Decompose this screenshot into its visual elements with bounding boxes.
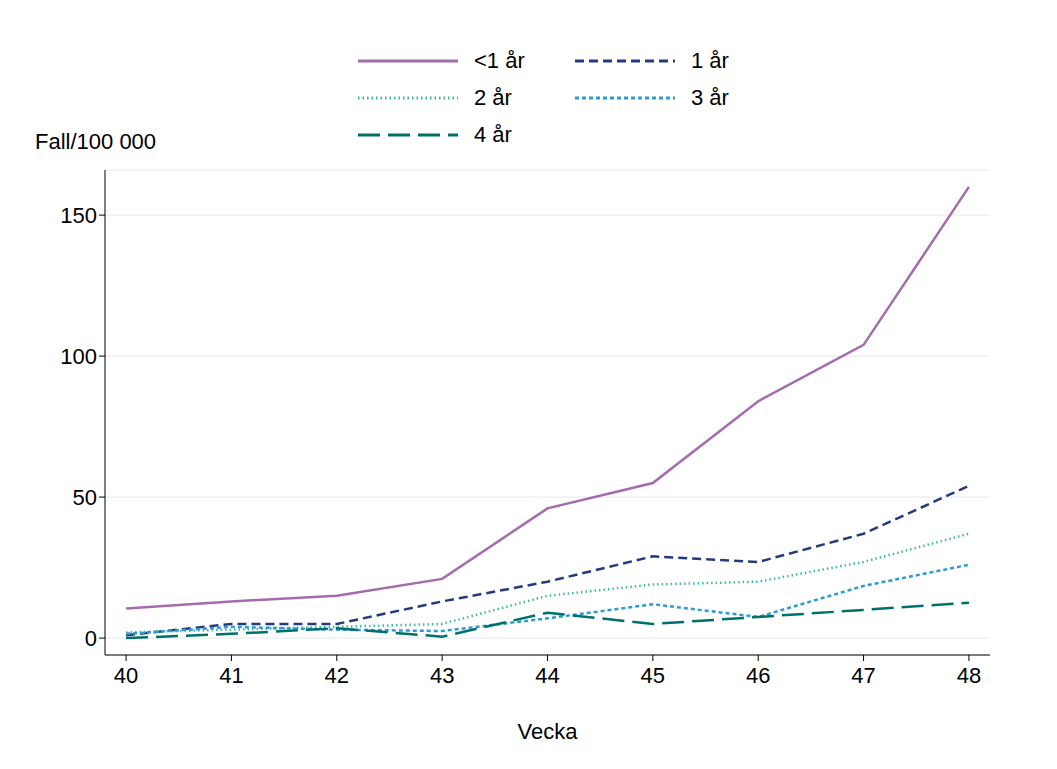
svg-text:47: 47 <box>851 663 875 688</box>
svg-text:50: 50 <box>73 485 97 510</box>
html-text:2 år: 2 år <box>474 84 512 110</box>
html-text:4 år: 4 år <box>474 121 512 147</box>
svg-text:150: 150 <box>60 203 97 228</box>
svg-text:44: 44 <box>535 663 559 688</box>
svg-text:46: 46 <box>746 663 770 688</box>
html-text:<1 år: <1 år <box>474 47 525 73</box>
svg-text:0: 0 <box>85 626 97 651</box>
html-text:Fall/100 000: Fall/100 000 <box>35 129 157 154</box>
svg-text:Vecka: Vecka <box>518 719 579 744</box>
svg-text:100: 100 <box>60 344 97 369</box>
html-text:3 år: 3 år <box>691 84 729 110</box>
svg-text:48: 48 <box>957 663 981 688</box>
svg-text:43: 43 <box>430 663 454 688</box>
svg-text:45: 45 <box>641 663 665 688</box>
html-text:1 år: 1 år <box>691 47 729 73</box>
svg-text:42: 42 <box>325 663 349 688</box>
svg-text:41: 41 <box>219 663 243 688</box>
svg-text:40: 40 <box>114 663 138 688</box>
